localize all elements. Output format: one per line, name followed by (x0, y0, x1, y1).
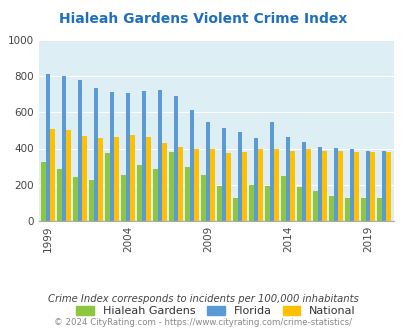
Bar (194, 149, 198, 221)
Bar (274, 148, 278, 221)
Text: © 2024 CityRating.com - https://www.cityrating.com/crime-statistics/: © 2024 CityRating.com - https://www.city… (54, 318, 351, 327)
Bar (105, 153, 110, 221)
Bar (254, 138, 258, 221)
Bar (349, 149, 354, 221)
Bar (173, 96, 178, 221)
Bar (78, 81, 82, 221)
Bar (281, 176, 285, 221)
Bar (146, 137, 151, 221)
Bar (210, 148, 214, 221)
Bar (110, 92, 114, 221)
Bar (333, 148, 338, 221)
Bar (338, 151, 342, 221)
Bar (114, 137, 119, 221)
Bar (62, 76, 66, 221)
Bar (249, 185, 254, 221)
Bar (269, 122, 274, 221)
Bar (153, 169, 158, 221)
Bar (217, 186, 222, 221)
Bar (94, 88, 98, 221)
Bar (169, 152, 173, 221)
Bar (130, 135, 134, 221)
Bar (41, 162, 46, 221)
Bar (297, 187, 301, 221)
Bar (89, 180, 94, 221)
Bar (121, 175, 126, 221)
Bar (185, 167, 190, 221)
Text: Hialeah Gardens Violent Crime Index: Hialeah Gardens Violent Crime Index (59, 12, 346, 25)
Bar (46, 74, 50, 221)
Bar (158, 90, 162, 221)
Bar (365, 151, 369, 221)
Text: Crime Index corresponds to incidents per 100,000 inhabitants: Crime Index corresponds to incidents per… (47, 294, 358, 304)
Bar (258, 149, 262, 221)
Bar (386, 152, 390, 221)
Bar (242, 152, 246, 221)
Bar (58, 169, 62, 221)
Bar (290, 151, 294, 221)
Bar (360, 198, 365, 221)
Bar (369, 152, 374, 221)
Bar (73, 177, 78, 221)
Bar (285, 137, 290, 221)
Bar (354, 152, 358, 221)
Bar (178, 147, 183, 221)
Legend: Hialeah Gardens, Florida, National: Hialeah Gardens, Florida, National (72, 302, 360, 321)
Bar (66, 130, 71, 221)
Bar (222, 128, 226, 221)
Bar (162, 143, 166, 221)
Bar (313, 191, 317, 221)
Bar (98, 138, 102, 221)
Bar (237, 132, 242, 221)
Bar (322, 151, 326, 221)
Bar (233, 197, 237, 221)
Bar (205, 122, 210, 221)
Bar (329, 196, 333, 221)
Bar (381, 151, 386, 221)
Bar (301, 142, 306, 221)
Bar (50, 129, 55, 221)
Bar (201, 175, 205, 221)
Bar (126, 93, 130, 221)
Bar (142, 91, 146, 221)
Bar (306, 149, 310, 221)
Bar (317, 147, 322, 221)
Bar (377, 198, 381, 221)
Bar (82, 136, 87, 221)
Bar (345, 198, 349, 221)
Bar (226, 153, 230, 221)
Bar (137, 165, 142, 221)
Bar (265, 186, 269, 221)
Bar (190, 110, 194, 221)
